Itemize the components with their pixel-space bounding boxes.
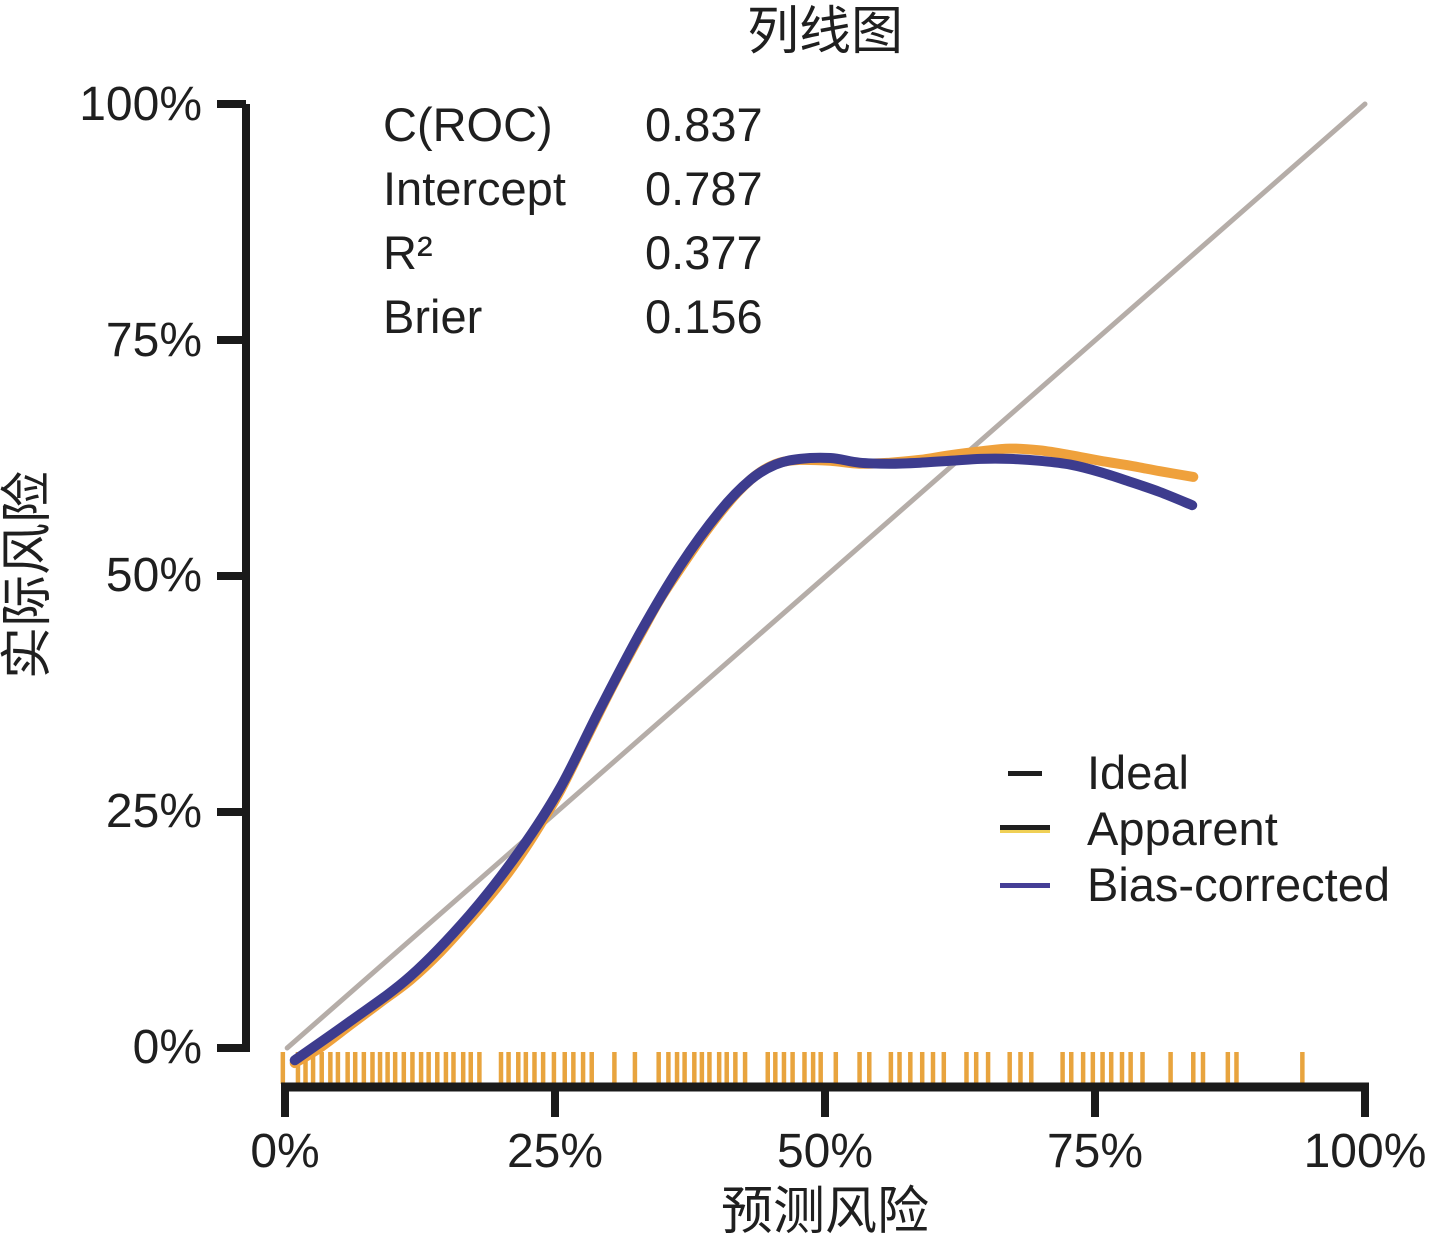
legend-key-line [1000,825,1050,830]
stats-block: C(ROC) 0.837 Intercept 0.787 R² 0.377 Br… [383,92,763,348]
legend-item-bias-corrected: Bias-corrected [985,857,1390,913]
x-tick-label: 75% [1046,1125,1144,1178]
chart-title: 列线图 [746,3,903,61]
y-tick-label: 25% [105,785,202,838]
legend-key-line [1000,882,1050,888]
series-line-bias-corrected [289,452,1198,1066]
legend-key [985,770,1065,776]
x-tick-label: 100% [1303,1125,1427,1178]
legend: Ideal Apparent Bias-corrected [985,745,1390,913]
stat-label: R² [383,225,433,279]
stat-value: 0.156 [645,289,763,343]
stat-label: Brier [383,289,483,343]
legend-key [985,882,1065,888]
x-tick-label: 50% [776,1125,874,1178]
x-tick-label: 25% [506,1125,604,1178]
y-tick-label: 0% [132,1021,202,1074]
stat-label: Intercept [383,161,566,215]
y-tick-label: 50% [105,549,202,602]
legend-item-ideal: Ideal [985,745,1390,801]
stat-value: 0.837 [645,97,763,151]
y-axis-title: 实际风险 [0,471,57,680]
legend-key-line [1000,830,1050,833]
stat-value: 0.377 [645,225,763,279]
legend-key [985,825,1065,833]
legend-item-apparent: Apparent [985,801,1390,857]
legend-label: Apparent [1087,802,1278,855]
x-tick-label: 0% [250,1125,320,1178]
stat-value: 0.787 [645,161,763,215]
stat-label: C(ROC) [383,97,553,151]
x-axis-title: 预测风险 [720,1183,929,1241]
series-line-ideal [284,101,1368,1051]
y-tick-label: 75% [105,314,202,367]
legend-label: Bias-corrected [1087,858,1390,911]
y-tick-label: 100% [79,78,202,131]
legend-label: Ideal [1087,746,1189,799]
legend-key-line [1008,770,1042,776]
